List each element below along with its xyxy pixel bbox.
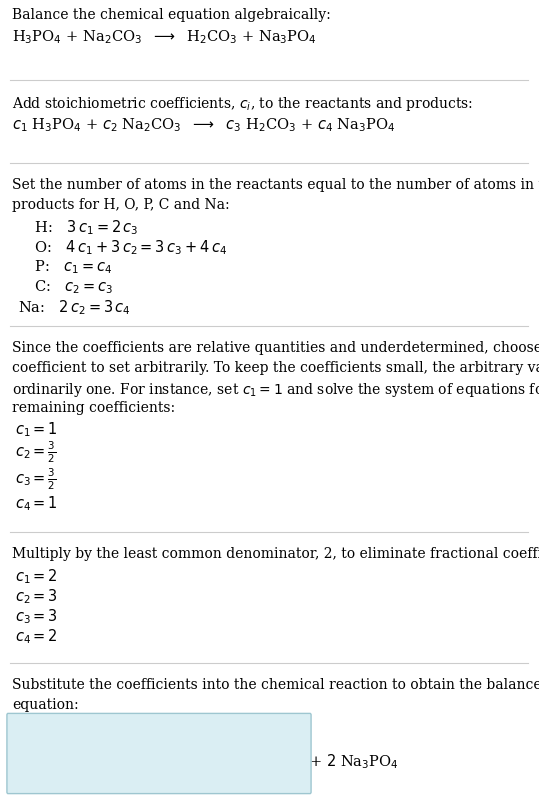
Text: C: $\ \ c_2 = c_3$: C: $\ \ c_2 = c_3$ — [30, 278, 114, 296]
Text: $c_2 = \frac{3}{2}$: $c_2 = \frac{3}{2}$ — [15, 440, 57, 465]
Text: products for H, O, P, C and Na:: products for H, O, P, C and Na: — [12, 198, 230, 212]
Text: Multiply by the least common denominator, 2, to eliminate fractional coefficient: Multiply by the least common denominator… — [12, 547, 539, 561]
Text: $c_1$ H$_3$PO$_4$ + $c_2$ Na$_2$CO$_3$  $\longrightarrow$  $c_3$ H$_2$CO$_3$ + $: $c_1$ H$_3$PO$_4$ + $c_2$ Na$_2$CO$_3$ $… — [12, 116, 396, 134]
Text: Answer:: Answer: — [19, 722, 77, 736]
Text: $c_1 = 2$: $c_1 = 2$ — [15, 567, 58, 585]
Text: $2$ H$_3$PO$_4$ + $3$ Na$_2$CO$_3$  $\longrightarrow$  $3$ H$_2$CO$_3$ + $2$ Na$: $2$ H$_3$PO$_4$ + $3$ Na$_2$CO$_3$ $\lon… — [38, 752, 398, 771]
Text: remaining coefficients:: remaining coefficients: — [12, 401, 176, 415]
Text: equation:: equation: — [12, 698, 79, 712]
Text: Set the number of atoms in the reactants equal to the number of atoms in the: Set the number of atoms in the reactants… — [12, 178, 539, 192]
Text: coefficient to set arbitrarily. To keep the coefficients small, the arbitrary va: coefficient to set arbitrarily. To keep … — [12, 361, 539, 375]
Text: $c_4 = 2$: $c_4 = 2$ — [15, 627, 58, 646]
Text: $c_2 = 3$: $c_2 = 3$ — [15, 587, 58, 606]
Text: Add stoichiometric coefficients, $c_i$, to the reactants and products:: Add stoichiometric coefficients, $c_i$, … — [12, 95, 473, 113]
Text: $c_3 = \frac{3}{2}$: $c_3 = \frac{3}{2}$ — [15, 467, 57, 492]
Text: Since the coefficients are relative quantities and underdetermined, choose a: Since the coefficients are relative quan… — [12, 341, 539, 355]
Text: Na: $\ \ 2\,c_2 = 3\,c_4$: Na: $\ \ 2\,c_2 = 3\,c_4$ — [18, 298, 131, 317]
Text: Substitute the coefficients into the chemical reaction to obtain the balanced: Substitute the coefficients into the che… — [12, 678, 539, 692]
Text: $c_3 = 3$: $c_3 = 3$ — [15, 607, 58, 626]
Text: O: $\ \ 4\,c_1 + 3\,c_2 = 3\,c_3 + 4\,c_4$: O: $\ \ 4\,c_1 + 3\,c_2 = 3\,c_3 + 4\,c_… — [30, 238, 227, 257]
Text: Balance the chemical equation algebraically:: Balance the chemical equation algebraica… — [12, 8, 331, 22]
Text: P: $\ \ c_1 = c_4$: P: $\ \ c_1 = c_4$ — [30, 258, 113, 276]
Text: H$_3$PO$_4$ + Na$_2$CO$_3$  $\longrightarrow$  H$_2$CO$_3$ + Na$_3$PO$_4$: H$_3$PO$_4$ + Na$_2$CO$_3$ $\longrightar… — [12, 28, 317, 46]
Text: H: $\ \ 3\,c_1 = 2\,c_3$: H: $\ \ 3\,c_1 = 2\,c_3$ — [30, 218, 139, 237]
Text: $c_4 = 1$: $c_4 = 1$ — [15, 494, 58, 512]
Text: ordinarily one. For instance, set $c_1 = 1$ and solve the system of equations fo: ordinarily one. For instance, set $c_1 =… — [12, 381, 539, 399]
Text: $c_1 = 1$: $c_1 = 1$ — [15, 420, 58, 439]
